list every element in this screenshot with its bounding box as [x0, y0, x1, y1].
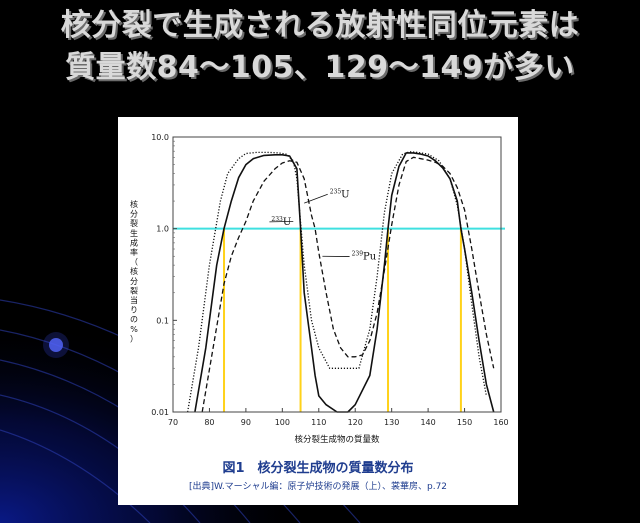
- y-axis-label-char: 当: [130, 295, 138, 305]
- y-axis-label-char: 分: [130, 277, 138, 286]
- decorative-orb: [49, 338, 63, 352]
- figure-panel: 70 80 90 100 110 120 130 140 150 160 0.01 0.1 1.0 10.…: [118, 117, 518, 505]
- series-curve-233u: [186, 151, 488, 413]
- y-axis-label-char: 裂: [130, 218, 138, 228]
- x-tick-label: 150: [457, 418, 472, 427]
- y-axis-label-char: り: [130, 306, 138, 315]
- series-curve-235u: [194, 152, 495, 413]
- y-tick-label: 0.01: [151, 408, 169, 417]
- y-tick-label: 10.0: [151, 133, 169, 142]
- figure-caption: 図1 核分裂生成物の質量数分布: [222, 461, 414, 476]
- x-tick-label: 70: [168, 418, 178, 427]
- x-tick-label: 90: [241, 418, 251, 427]
- slide-title-line-1: 核分裂で生成される放射性同位元素は: [60, 8, 580, 43]
- x-tick-label: 120: [348, 418, 363, 427]
- annotation-label: 233U: [271, 216, 291, 228]
- y-axis-label-char: 率: [130, 247, 138, 257]
- annotation-label: 239Pu: [352, 251, 377, 263]
- y-axis-label-char: の: [130, 315, 138, 324]
- y-axis-label-char: （: [130, 258, 138, 267]
- x-tick-label: 160: [493, 418, 508, 427]
- annotation-label: 235U: [330, 188, 350, 200]
- x-tick-label: 80: [204, 418, 214, 427]
- x-tick-label: 140: [420, 418, 435, 427]
- series-curve-239pu: [201, 156, 495, 413]
- y-axis-label-char: 核: [130, 266, 138, 276]
- y-tick-label: 1.0: [156, 225, 169, 234]
- y-axis-label-char: 分: [130, 210, 138, 219]
- y-tick-label: 0.1: [156, 316, 169, 325]
- y-axis-label-char: 生: [130, 228, 138, 238]
- y-axis-label-char: ）: [130, 334, 138, 343]
- plot-frame: [172, 136, 502, 413]
- annotation-arrow: [304, 193, 328, 204]
- slide-title-line-2: 質量数84～105、129～149が多い: [65, 50, 575, 85]
- x-axis-label: 核分裂生成物の質量数: [294, 434, 380, 445]
- y-axis-label-char: %: [130, 325, 138, 334]
- x-tick-label: 110: [311, 418, 326, 427]
- y-axis-label-char: 成: [130, 237, 138, 247]
- y-axis-label-char: 裂: [130, 285, 138, 295]
- figure-source: [出典]W.マーシャル編：原子炉技術の発展（上）、裳華房、p.72: [188, 482, 448, 492]
- fission-yield-chart: 70 80 90 100 110 120 130 140 150 160 0.01 0.1 1.0 10.…: [130, 133, 509, 445]
- y-axis-label-char: 核: [130, 199, 138, 209]
- x-tick-label: 130: [384, 418, 399, 427]
- x-tick-label: 100: [275, 418, 290, 427]
